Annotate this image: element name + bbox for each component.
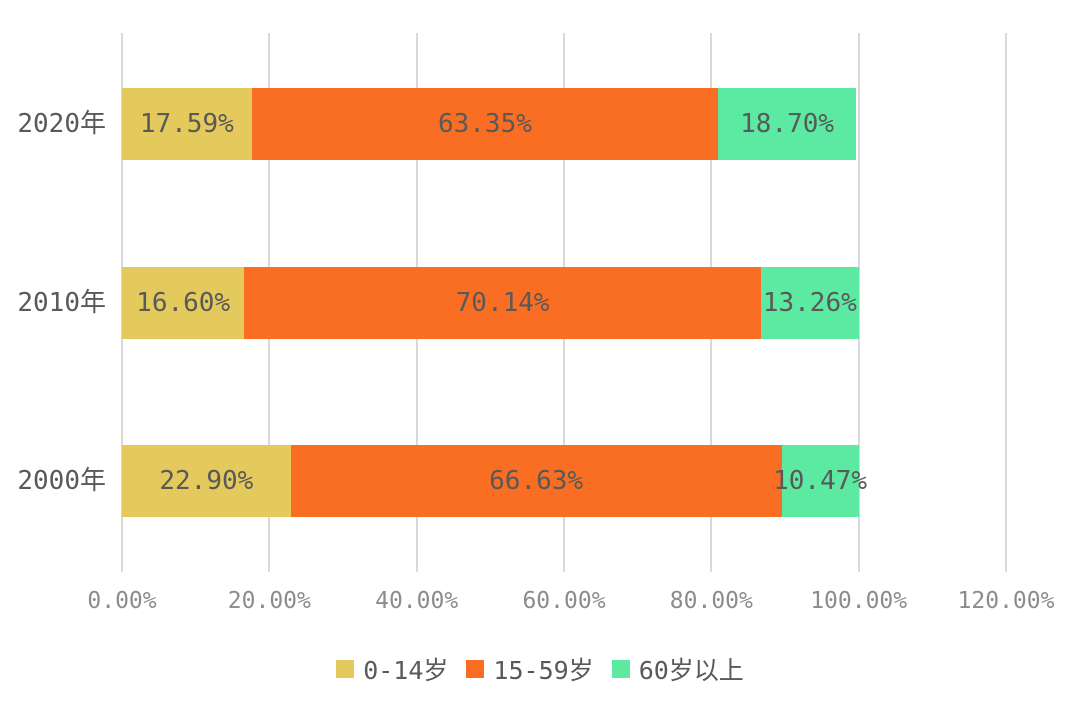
segment-value-label: 10.47% xyxy=(773,466,868,496)
bar-row: 17.59% 63.35% 18.70% xyxy=(122,88,856,160)
legend-label: 0-14岁 xyxy=(363,656,449,685)
legend-item: 60岁以上 xyxy=(611,651,744,687)
x-tick-label: 80.00% xyxy=(669,588,753,614)
segment-value-label: 63.35% xyxy=(437,109,532,139)
bar-row: 16.60% 70.14% 13.26% xyxy=(122,267,859,339)
bar-segment-0-14岁: 22.90% xyxy=(122,445,291,517)
x-tick-label: 120.00% xyxy=(957,588,1055,614)
segment-value-label: 66.63% xyxy=(489,466,584,496)
segment-value-label: 18.70% xyxy=(740,109,835,139)
bar-segment-60岁以上: 13.26% xyxy=(760,267,859,339)
x-tick-label: 0.00% xyxy=(87,588,157,614)
legend-item: 15-59岁 xyxy=(466,651,594,687)
legend-item: 0-14岁 xyxy=(336,651,448,687)
bar-segment-15-59岁: 70.14% xyxy=(244,267,761,339)
legend-swatch-icon xyxy=(611,660,630,678)
bar-row: 22.90% 66.63% 10.47% xyxy=(122,445,867,517)
bar-segment-15-59岁: 66.63% xyxy=(290,445,782,517)
legend-label: 15-59岁 xyxy=(493,656,594,685)
bar-segment-60岁以上: 10.47% xyxy=(773,445,867,517)
category-label: 2000年 xyxy=(17,466,106,496)
bar-segment-15-59岁: 63.35% xyxy=(251,88,719,160)
segment-value-label: 13.26% xyxy=(762,288,857,318)
legend-swatch-icon xyxy=(466,660,485,678)
category-label: 2020年 xyxy=(17,109,106,139)
category-label: 2010年 xyxy=(17,288,106,318)
bar-segment-60岁以上: 18.70% xyxy=(718,88,856,160)
legend-label: 60岁以上 xyxy=(638,656,744,685)
bar-segment-0-14岁: 16.60% xyxy=(122,267,245,339)
x-tick-label: 60.00% xyxy=(522,588,606,614)
segment-value-label: 17.59% xyxy=(139,109,234,139)
bar-segment-0-14岁: 17.59% xyxy=(122,88,252,160)
segment-value-label: 22.90% xyxy=(159,466,254,496)
x-tick-label: 100.00% xyxy=(810,588,908,614)
legend-swatch-icon xyxy=(336,660,355,678)
legend: 0-14岁 15-59岁 60岁以上 xyxy=(0,651,1080,687)
segment-value-label: 16.60% xyxy=(136,288,231,318)
segment-value-label: 70.14% xyxy=(455,288,550,318)
x-tick-label: 40.00% xyxy=(375,588,459,614)
x-tick-label: 20.00% xyxy=(227,588,311,614)
gridline xyxy=(857,33,860,572)
gridline xyxy=(1005,33,1007,572)
